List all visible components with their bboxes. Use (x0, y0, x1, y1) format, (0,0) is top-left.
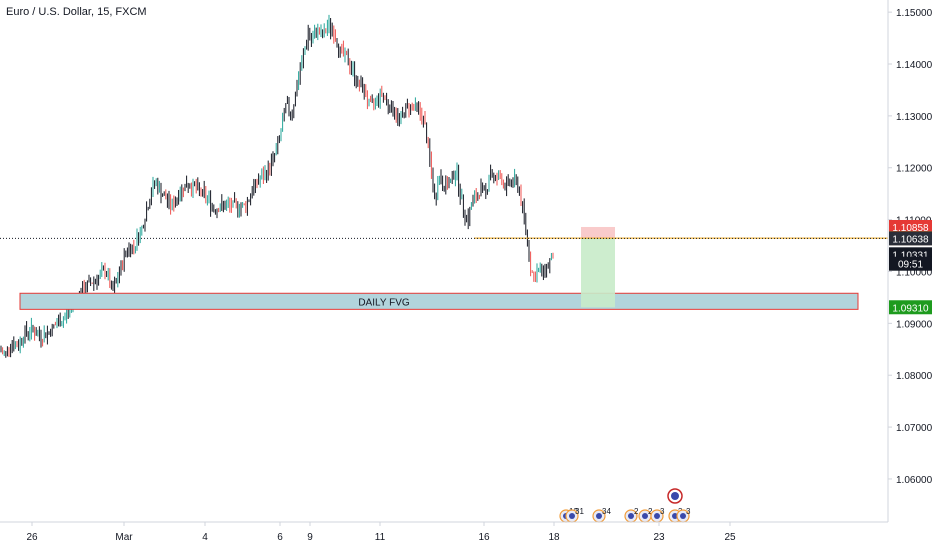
event-flag-icon (654, 513, 660, 519)
price-label-text: 1.10638 (892, 234, 929, 245)
price-label[interactable]: 1.09310 (889, 300, 932, 315)
price-label-text: 1.10331 (892, 250, 929, 261)
time-tick-label: 18 (548, 532, 560, 543)
event-marker[interactable]: 2 (624, 507, 639, 523)
candlestick-series[interactable] (0, 14, 554, 358)
price-label-box (889, 219, 932, 234)
price-label-box (889, 256, 932, 271)
event-marker[interactable]: 3 (676, 507, 691, 523)
price-tick-label: 1.06000 (896, 475, 932, 486)
event-marker[interactable]: 3 (650, 507, 665, 523)
event-markers[interactable]: 12313422333 (559, 488, 691, 523)
event-flag-icon (680, 513, 686, 519)
event-flag-icon (672, 513, 678, 519)
event-count: 31 (575, 507, 584, 516)
event-flag-icon (596, 513, 602, 519)
time-tick-label: 23 (653, 532, 665, 543)
event-count: 2 (634, 507, 639, 516)
event-marker[interactable]: 34 (592, 507, 611, 523)
fvg-label: DAILY FVG (358, 297, 410, 308)
time-tick-label: Mar (115, 532, 133, 543)
event-flag-icon (671, 492, 679, 500)
event-count: 3 (686, 507, 691, 516)
price-tick-label: 1.08000 (896, 371, 932, 382)
price-tick-label: 1.14000 (896, 60, 932, 71)
time-tick-label: 26 (26, 532, 38, 543)
stop-loss-zone[interactable] (581, 226, 615, 239)
price-label-box (889, 300, 932, 315)
price-tick-label: 1.15000 (896, 8, 932, 19)
take-profit-zone[interactable] (581, 238, 615, 308)
event-flag-icon (642, 513, 648, 519)
time-tick-label: 11 (375, 532, 386, 543)
time-tick-label: 25 (724, 532, 736, 543)
time-tick-label: 4 (202, 532, 208, 543)
event-count: 34 (602, 507, 611, 516)
symbol-title[interactable]: Euro / U.S. Dollar, 15, FXCM (6, 6, 147, 18)
price-tick-label: 1.13000 (896, 112, 932, 123)
price-label-text: 09:51 (898, 260, 923, 271)
event-flag-icon (569, 513, 575, 519)
price-tick-label: 1.09000 (896, 319, 932, 330)
price-tick-label: 1.12000 (896, 164, 932, 175)
time-tick-label: 6 (277, 532, 283, 543)
fvg-zone[interactable] (19, 292, 859, 310)
price-label-text: 1.10858 (892, 223, 929, 234)
time-tick-label: 9 (307, 532, 313, 543)
price-label[interactable]: 1.10858 (889, 219, 932, 234)
price-label-box (889, 231, 932, 246)
time-tick-label: 16 (478, 532, 490, 543)
event-count: 2 (648, 507, 653, 516)
price-label[interactable]: 1.10638 (889, 231, 932, 246)
price-label-text: 1.09310 (892, 303, 929, 314)
event-flag-icon (628, 513, 634, 519)
drawing-overlays: DAILY FVG12313422333 (0, 226, 888, 523)
price-tick-label: 1.07000 (896, 423, 932, 434)
price-tick-label: 1.10000 (896, 267, 932, 278)
axes: 1.150001.140001.130001.120001.110001.100… (0, 0, 932, 543)
event-marker[interactable]: 2 (638, 507, 653, 523)
event-count: 3 (660, 507, 665, 516)
price-label[interactable]: 09:51 (889, 256, 932, 271)
plot-area[interactable] (0, 14, 554, 358)
